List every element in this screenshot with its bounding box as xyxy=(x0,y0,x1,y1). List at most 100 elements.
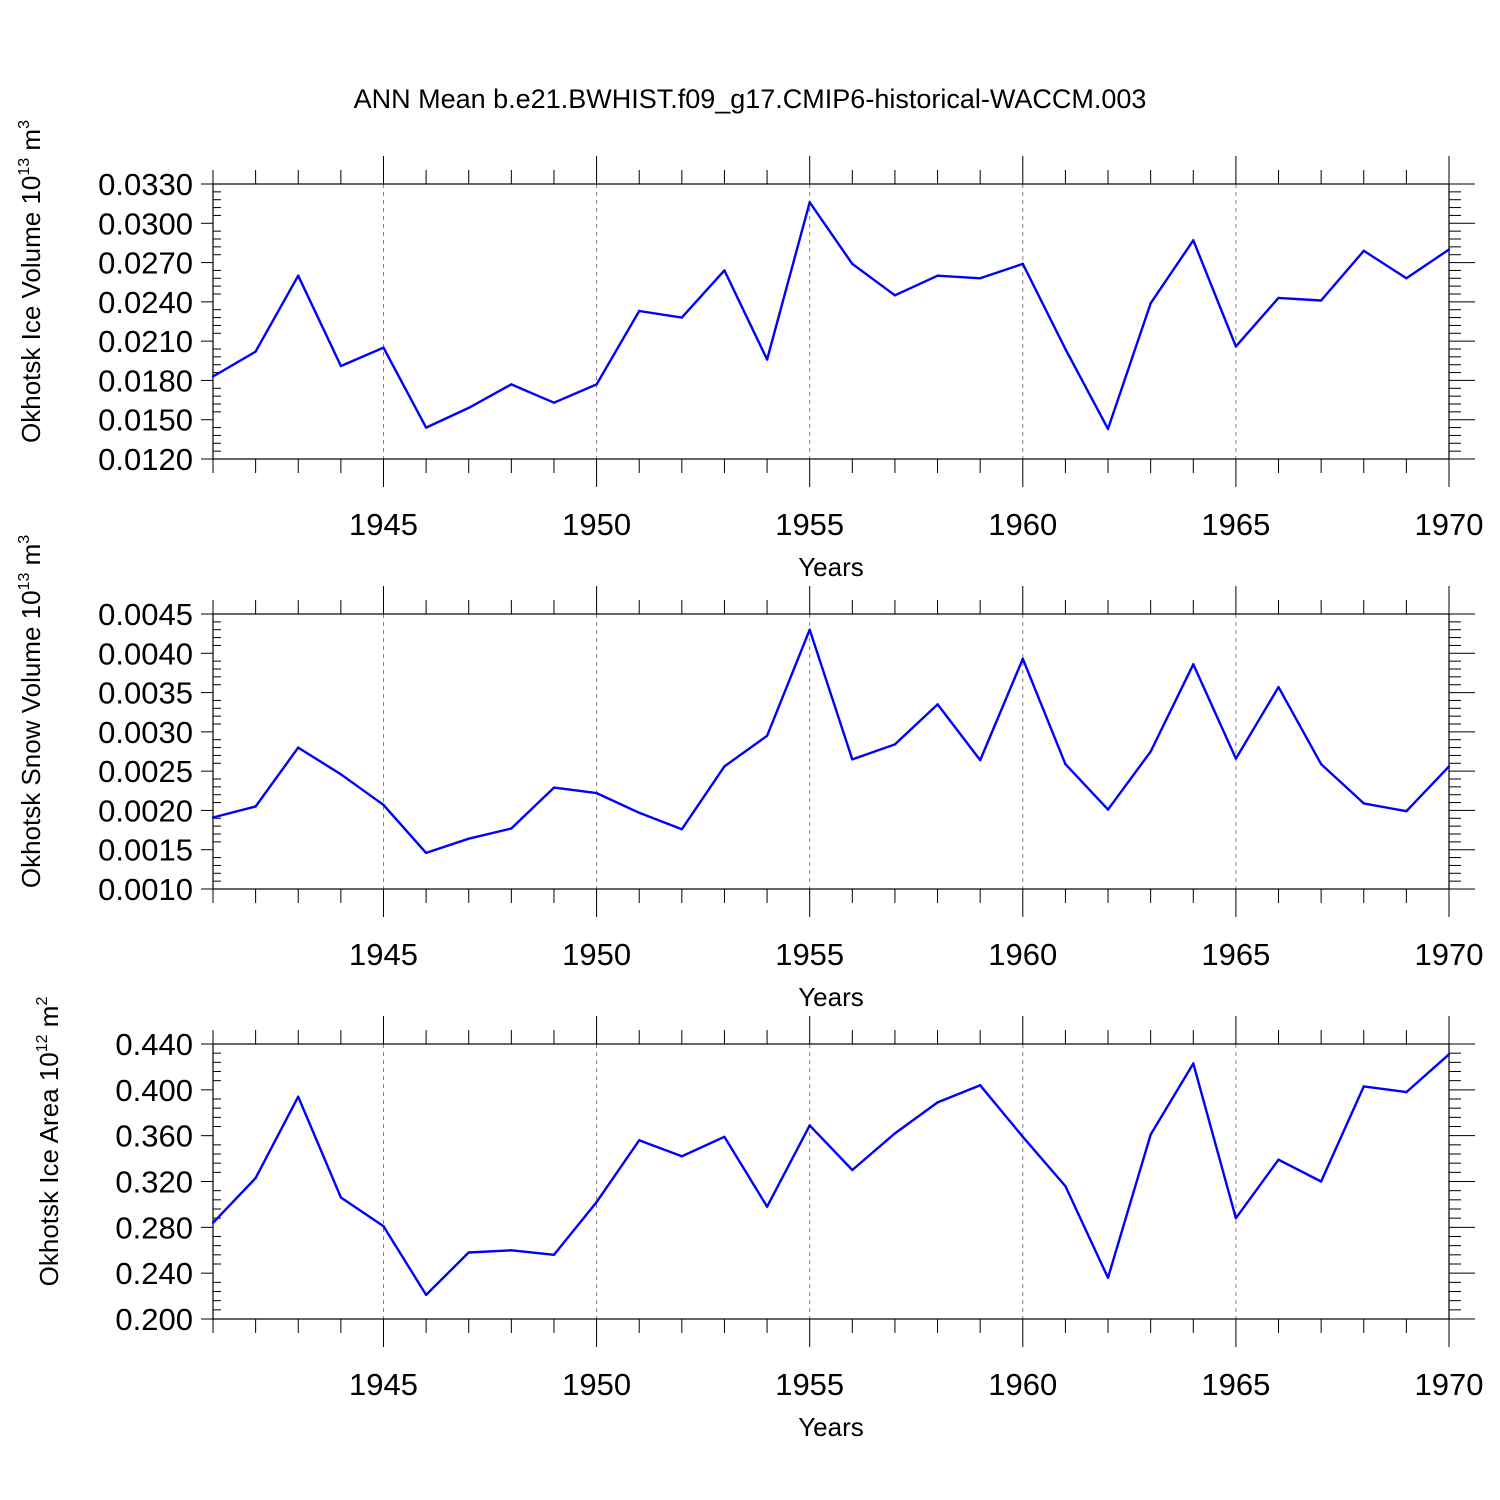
y-tick-label: 0.400 xyxy=(115,1073,193,1108)
data-point xyxy=(211,1221,215,1224)
data-point xyxy=(765,1205,769,1208)
data-point xyxy=(1405,1090,1408,1094)
y-tick-label: 0.0025 xyxy=(98,754,193,789)
data-point xyxy=(765,734,769,737)
panel-3: 0.200 0.240 0.280 0.320 0.360 0.400 0.440 1945 1… xyxy=(34,997,1483,1442)
data-point xyxy=(1234,345,1238,348)
data-point xyxy=(936,274,939,277)
data-point xyxy=(1021,1135,1024,1139)
data-point xyxy=(1149,301,1152,305)
data-point xyxy=(893,1132,897,1135)
data-point xyxy=(893,294,897,297)
x-tick-label: 1965 xyxy=(1201,937,1270,972)
plot-frame xyxy=(212,613,1450,890)
data-point xyxy=(595,1200,598,1204)
data-point xyxy=(467,1251,470,1254)
data-point xyxy=(1064,347,1067,351)
y-tick-label: 0.0330 xyxy=(98,167,193,202)
x-tick-label: 1970 xyxy=(1415,1367,1484,1402)
y-tick-label: 0.0030 xyxy=(98,715,193,750)
y-tick-label: 0.0210 xyxy=(98,324,193,359)
x-tick-label: 1950 xyxy=(562,937,631,972)
data-point xyxy=(1192,663,1195,666)
data-point xyxy=(595,791,598,795)
data-point xyxy=(382,1224,385,1228)
data-point xyxy=(936,1101,939,1104)
data-point xyxy=(467,837,470,840)
data-point xyxy=(1319,762,1323,766)
data-point xyxy=(297,274,300,277)
y-axis-label: Okhotsk Ice Area 1012 m2 xyxy=(34,997,64,1287)
chart-panels: 0.0120 0.0150 0.0180 0.0210 0.0240 0.0270 0.03… xyxy=(16,120,1483,1442)
x-tick-label: 1945 xyxy=(349,1367,418,1402)
x-tick-label: 1970 xyxy=(1415,937,1484,972)
data-point xyxy=(638,309,641,313)
data-point xyxy=(424,1293,428,1297)
y-tick-label: 0.280 xyxy=(115,1210,193,1245)
data-point xyxy=(723,1135,726,1139)
x-axis-label: Years xyxy=(798,1412,864,1442)
data-point xyxy=(1021,262,1024,266)
panel-1: 0.0120 0.0150 0.0180 0.0210 0.0240 0.0270 0.03… xyxy=(16,120,1483,582)
data-point xyxy=(638,1139,641,1142)
data-point xyxy=(723,269,726,272)
data-point xyxy=(808,1124,811,1127)
data-point xyxy=(808,628,811,631)
y-tick-label: 0.0035 xyxy=(98,676,193,711)
data-point xyxy=(851,758,854,761)
x-tick-label: 1945 xyxy=(349,937,418,972)
series-line xyxy=(212,1053,1450,1297)
y-axis-label: Okhotsk Ice Volume 1013 m3 xyxy=(16,120,46,443)
data-point xyxy=(339,1196,343,1199)
series-line xyxy=(212,201,1450,431)
data-point xyxy=(552,786,556,789)
y-tick-label: 0.0010 xyxy=(98,872,193,907)
y-tick-label: 0.0180 xyxy=(98,363,193,398)
data-point xyxy=(1405,810,1408,813)
data-point xyxy=(1106,1276,1110,1279)
x-tick-label: 1960 xyxy=(988,1367,1057,1402)
data-point xyxy=(808,201,811,204)
data-point xyxy=(1021,657,1024,660)
y-tick-label: 0.0270 xyxy=(98,246,193,281)
y-tick-label: 0.0045 xyxy=(98,597,193,632)
data-point xyxy=(424,426,428,429)
data-point xyxy=(893,743,897,746)
data-point xyxy=(424,851,428,855)
data-point xyxy=(1234,1216,1238,1220)
data-point xyxy=(510,827,513,830)
data-point xyxy=(680,828,684,831)
y-axis-label: Okhotsk Snow Volume 1013 m3 xyxy=(16,535,46,888)
y-tick-label: 0.0020 xyxy=(98,793,193,828)
data-point xyxy=(297,1095,300,1098)
x-tick-label: 1945 xyxy=(349,507,418,542)
data-point xyxy=(552,401,556,404)
data-point xyxy=(510,383,513,386)
x-tick-label: 1965 xyxy=(1201,507,1270,542)
data-point xyxy=(211,816,215,819)
data-point xyxy=(1277,685,1280,689)
y-tick-label: 0.0120 xyxy=(98,442,193,477)
data-point xyxy=(680,316,684,319)
data-point xyxy=(467,406,470,410)
data-point xyxy=(1362,1085,1365,1088)
data-point xyxy=(851,1168,854,1172)
data-point xyxy=(978,758,982,762)
data-point xyxy=(254,1176,257,1180)
data-point xyxy=(1447,248,1451,251)
data-point xyxy=(1405,277,1408,280)
chart-title: ANN Mean b.e21.BWHIST.f09_g17.CMIP6-hist… xyxy=(354,84,1147,114)
data-point xyxy=(510,1249,513,1252)
x-tick-label: 1955 xyxy=(775,507,844,542)
y-tick-label: 0.0015 xyxy=(98,833,193,868)
x-axis-label: Years xyxy=(798,552,864,582)
x-tick-label: 1950 xyxy=(562,1367,631,1402)
data-point xyxy=(1106,808,1110,811)
x-tick-label: 1955 xyxy=(775,1367,844,1402)
data-point xyxy=(978,1084,982,1087)
data-point xyxy=(1362,802,1365,805)
x-axis-label: Years xyxy=(798,982,864,1012)
data-point xyxy=(1149,750,1152,753)
y-tick-label: 0.200 xyxy=(115,1302,193,1337)
